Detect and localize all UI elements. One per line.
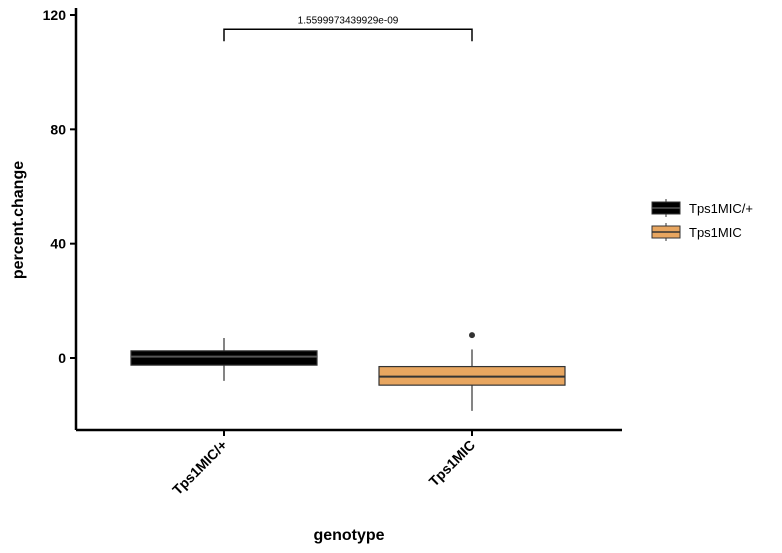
- legend-item: Tps1MIC/+: [651, 199, 753, 217]
- x-tick-label: Tps1MIC: [426, 437, 479, 490]
- significance-annotation: 1.5599973439929e-09: [223, 15, 473, 42]
- p-value-label: 1.5599973439929e-09: [298, 15, 399, 26]
- x-axis: Tps1MIC/+ Tps1MIC: [76, 428, 622, 498]
- significance-bracket: [223, 28, 473, 42]
- x-tick-label: Tps1MIC/+: [169, 437, 230, 498]
- legend-item: Tps1MIC: [651, 223, 742, 241]
- x-axis-title: genotype: [313, 527, 384, 544]
- box-body: [130, 350, 318, 366]
- y-tick-label: 40: [50, 236, 66, 252]
- y-axis-title: percent.change: [10, 161, 27, 279]
- legend-label: Tps1MIC: [689, 225, 742, 240]
- boxes: [130, 332, 566, 411]
- y-tick-label: 120: [43, 7, 67, 23]
- outlier-point: [469, 332, 475, 339]
- box-2: [378, 332, 566, 411]
- y-tick-label: 80: [50, 121, 66, 137]
- y-tick-label: 0: [58, 350, 66, 366]
- y-axis: 0 40 80 120: [43, 7, 78, 430]
- box-1: [130, 337, 318, 381]
- legend-label: Tps1MIC/+: [689, 201, 753, 216]
- legend: Tps1MIC/+ Tps1MIC: [651, 199, 753, 241]
